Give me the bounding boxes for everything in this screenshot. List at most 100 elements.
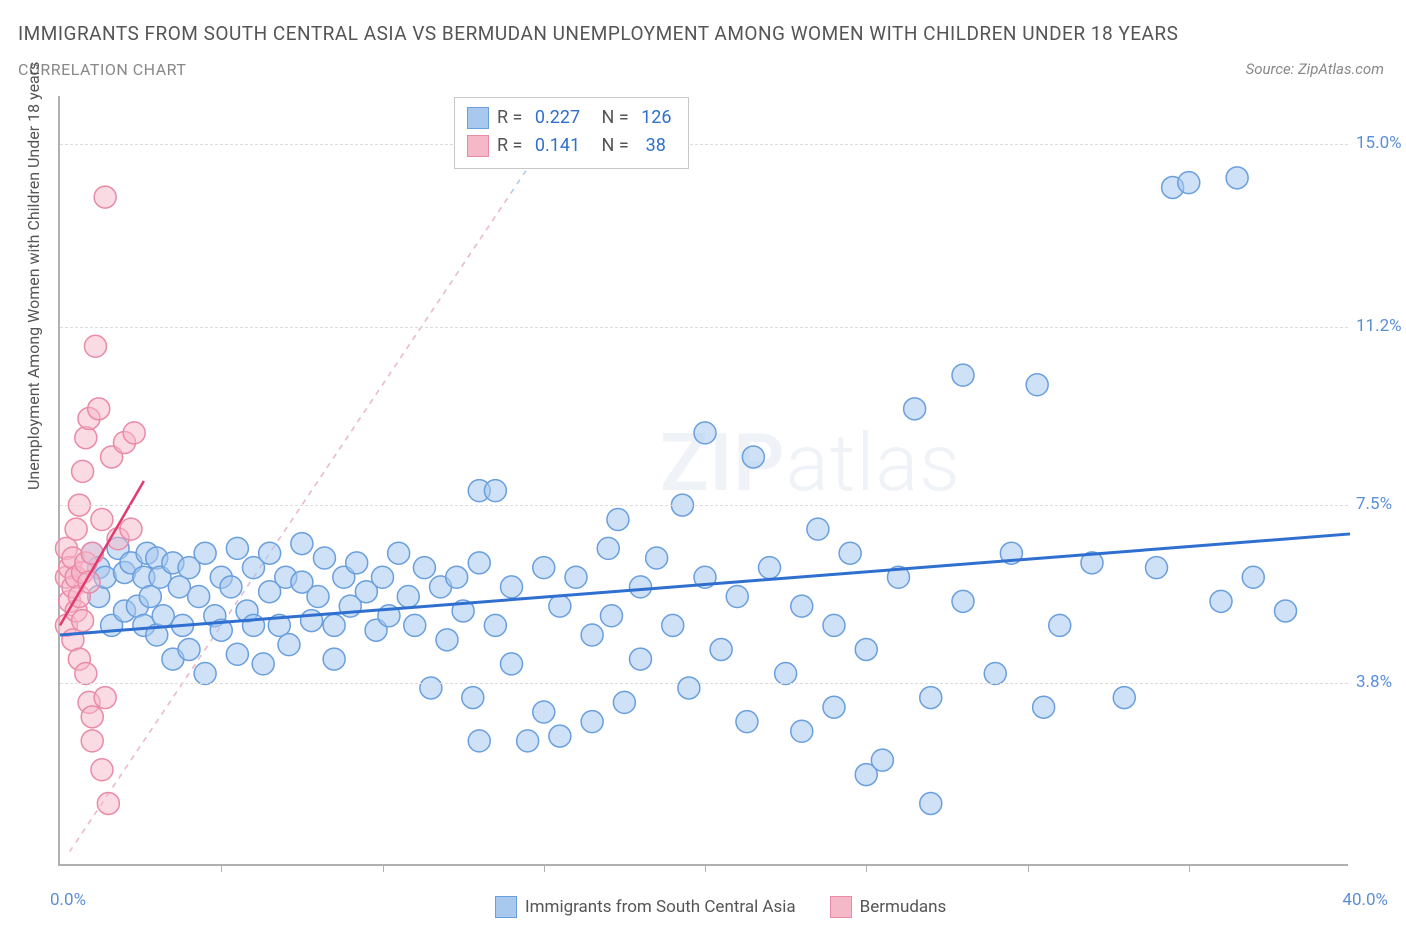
data-point bbox=[791, 720, 813, 742]
data-point bbox=[91, 759, 113, 781]
data-point bbox=[823, 614, 845, 636]
data-point bbox=[984, 663, 1006, 685]
x-axis-max-label: 40.0% bbox=[1342, 890, 1388, 910]
y-tick-label: 7.5% bbox=[1356, 494, 1392, 514]
data-point bbox=[613, 691, 635, 713]
data-point bbox=[501, 576, 523, 598]
data-point bbox=[1178, 172, 1200, 194]
data-point bbox=[484, 480, 506, 502]
data-point bbox=[123, 422, 145, 444]
data-point bbox=[630, 648, 652, 670]
data-point bbox=[775, 663, 797, 685]
data-point bbox=[855, 638, 877, 660]
data-point bbox=[607, 509, 629, 531]
chart-subtitle: CORRELATION CHART bbox=[18, 60, 186, 79]
data-point bbox=[726, 586, 748, 608]
data-point bbox=[1113, 687, 1135, 709]
corr-r-b: 0.141 bbox=[535, 132, 580, 160]
legend-swatch-a bbox=[495, 896, 517, 918]
y-tick-label: 3.8% bbox=[1356, 672, 1392, 692]
y-tick-label: 15.0% bbox=[1356, 133, 1402, 153]
data-point bbox=[226, 643, 248, 665]
corr-n-b: 38 bbox=[646, 132, 666, 160]
data-point bbox=[94, 186, 116, 208]
data-point bbox=[152, 605, 174, 627]
data-point bbox=[84, 335, 106, 357]
data-point bbox=[94, 687, 116, 709]
x-tick bbox=[705, 864, 706, 872]
data-point bbox=[600, 605, 622, 627]
data-point bbox=[533, 701, 555, 723]
legend-swatch-b bbox=[830, 896, 852, 918]
x-tick bbox=[1189, 864, 1190, 872]
data-point bbox=[420, 677, 442, 699]
data-point bbox=[1146, 557, 1168, 579]
data-point bbox=[188, 586, 210, 608]
data-point bbox=[839, 542, 861, 564]
corr-n-a: 126 bbox=[641, 104, 671, 132]
swatch-series-a bbox=[467, 107, 489, 129]
data-point bbox=[904, 398, 926, 420]
data-point bbox=[1026, 374, 1048, 396]
data-point bbox=[920, 792, 942, 814]
data-point bbox=[759, 557, 781, 579]
x-tick bbox=[1028, 864, 1029, 872]
data-point bbox=[91, 509, 113, 531]
data-point bbox=[1275, 600, 1297, 622]
data-point bbox=[323, 614, 345, 636]
data-point bbox=[791, 595, 813, 617]
data-point bbox=[736, 711, 758, 733]
data-point bbox=[581, 711, 603, 733]
data-point bbox=[630, 576, 652, 598]
data-point bbox=[484, 614, 506, 636]
data-point bbox=[952, 590, 974, 612]
data-point bbox=[194, 542, 216, 564]
plot-svg bbox=[60, 96, 1348, 864]
data-point bbox=[1242, 566, 1264, 588]
data-point bbox=[88, 398, 110, 420]
chart-title: IMMIGRANTS FROM SOUTH CENTRAL ASIA VS BE… bbox=[18, 22, 1178, 45]
data-point bbox=[533, 557, 555, 579]
grid-line bbox=[60, 683, 1348, 684]
legend-item-a: Immigrants from South Central Asia bbox=[495, 896, 796, 918]
data-point bbox=[468, 552, 490, 574]
data-point bbox=[252, 653, 274, 675]
data-point bbox=[710, 638, 732, 660]
data-point bbox=[81, 542, 103, 564]
grid-line bbox=[60, 327, 1348, 328]
data-point bbox=[72, 610, 94, 632]
data-point bbox=[372, 566, 394, 588]
data-point bbox=[742, 446, 764, 468]
data-point bbox=[446, 566, 468, 588]
data-point bbox=[807, 518, 829, 540]
data-point bbox=[72, 460, 94, 482]
data-point bbox=[81, 706, 103, 728]
data-point bbox=[549, 725, 571, 747]
data-point bbox=[920, 687, 942, 709]
legend-label-b: Bermudans bbox=[860, 897, 947, 917]
data-point bbox=[1033, 696, 1055, 718]
data-point bbox=[97, 792, 119, 814]
data-point bbox=[194, 663, 216, 685]
x-axis-min-label: 0.0% bbox=[50, 890, 86, 910]
y-tick-label: 11.2% bbox=[1356, 316, 1402, 336]
x-tick bbox=[221, 864, 222, 872]
data-point bbox=[75, 663, 97, 685]
corr-r-a: 0.227 bbox=[535, 104, 580, 132]
data-point bbox=[1226, 167, 1248, 189]
data-point bbox=[291, 533, 313, 555]
x-tick bbox=[544, 864, 545, 872]
data-point bbox=[404, 614, 426, 636]
legend-bottom: Immigrants from South Central Asia Bermu… bbox=[495, 896, 946, 918]
data-point bbox=[662, 614, 684, 636]
data-point bbox=[226, 537, 248, 559]
y-axis-label: Unemployment Among Women with Children U… bbox=[24, 62, 43, 490]
data-point bbox=[278, 634, 300, 656]
data-point bbox=[597, 537, 619, 559]
data-point bbox=[565, 566, 587, 588]
data-point bbox=[301, 610, 323, 632]
data-point bbox=[871, 749, 893, 771]
data-point bbox=[75, 427, 97, 449]
correlation-box: R = 0.227 N = 126 R = 0.141 N = 38 bbox=[454, 97, 689, 169]
data-point bbox=[462, 687, 484, 709]
